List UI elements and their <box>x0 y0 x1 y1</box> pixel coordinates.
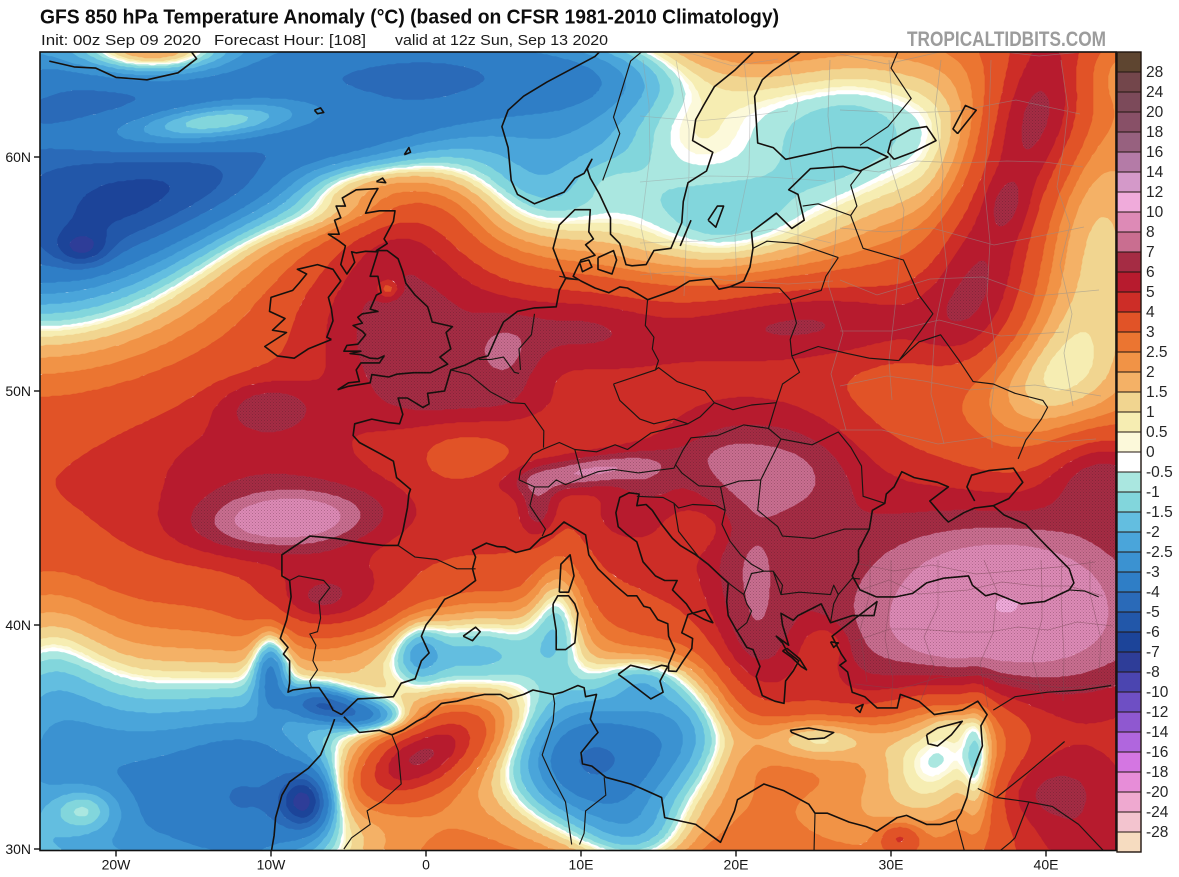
svg-text:TROPICALTIDBITS.COM: TROPICALTIDBITS.COM <box>907 28 1106 51</box>
svg-text:-1.5: -1.5 <box>1146 504 1173 521</box>
svg-text:-6: -6 <box>1146 624 1160 641</box>
svg-text:5: 5 <box>1146 284 1155 301</box>
svg-text:-2: -2 <box>1146 524 1160 541</box>
svg-text:0.5: 0.5 <box>1146 424 1168 441</box>
svg-text:-20: -20 <box>1146 784 1169 801</box>
svg-text:2: 2 <box>1146 364 1155 381</box>
svg-text:40E: 40E <box>1034 857 1059 873</box>
svg-text:50N: 50N <box>5 383 31 399</box>
svg-text:-7: -7 <box>1146 644 1160 661</box>
svg-text:-5: -5 <box>1146 604 1160 621</box>
svg-text:24: 24 <box>1146 84 1164 101</box>
svg-text:-28: -28 <box>1146 824 1168 841</box>
svg-text:-14: -14 <box>1146 724 1169 741</box>
svg-text:10E: 10E <box>569 857 594 873</box>
svg-text:Forecast Hour: [108]: Forecast Hour: [108] <box>214 32 366 49</box>
svg-text:-18: -18 <box>1146 764 1168 781</box>
svg-text:-16: -16 <box>1146 744 1168 761</box>
svg-text:-24: -24 <box>1146 804 1169 821</box>
svg-text:-2.5: -2.5 <box>1146 544 1173 561</box>
svg-text:-4: -4 <box>1146 584 1160 601</box>
svg-text:-3: -3 <box>1146 564 1160 581</box>
svg-text:0: 0 <box>422 857 430 873</box>
svg-text:28: 28 <box>1146 64 1163 81</box>
svg-text:1.5: 1.5 <box>1146 384 1168 401</box>
svg-text:30E: 30E <box>879 857 904 873</box>
svg-text:6: 6 <box>1146 264 1155 281</box>
svg-text:valid at 12z Sun, Sep 13 2020: valid at 12z Sun, Sep 13 2020 <box>395 32 608 49</box>
svg-text:60N: 60N <box>5 149 31 165</box>
svg-text:10W: 10W <box>257 857 287 873</box>
svg-text:0: 0 <box>1146 444 1155 461</box>
svg-text:20W: 20W <box>102 857 132 873</box>
svg-text:18: 18 <box>1146 124 1163 141</box>
svg-text:7: 7 <box>1146 244 1155 261</box>
svg-text:12: 12 <box>1146 184 1163 201</box>
svg-text:2.5: 2.5 <box>1146 344 1168 361</box>
svg-text:-10: -10 <box>1146 684 1169 701</box>
svg-text:16: 16 <box>1146 144 1163 161</box>
svg-text:14: 14 <box>1146 164 1164 181</box>
svg-text:1: 1 <box>1146 404 1155 421</box>
svg-text:3: 3 <box>1146 324 1155 341</box>
svg-text:30N: 30N <box>5 841 31 857</box>
svg-text:GFS 850 hPa Temperature Anomal: GFS 850 hPa Temperature Anomaly (°C) (ba… <box>40 7 779 29</box>
svg-text:-8: -8 <box>1146 664 1160 681</box>
svg-text:-0.5: -0.5 <box>1146 464 1173 481</box>
svg-text:20E: 20E <box>724 857 749 873</box>
svg-text:-12: -12 <box>1146 704 1168 721</box>
svg-text:40N: 40N <box>5 617 31 633</box>
svg-text:8: 8 <box>1146 224 1155 241</box>
svg-text:-1: -1 <box>1146 484 1160 501</box>
svg-text:Init: 00z Sep 09 2020: Init: 00z Sep 09 2020 <box>41 32 201 49</box>
svg-text:20: 20 <box>1146 104 1164 121</box>
svg-text:4: 4 <box>1146 304 1155 321</box>
svg-text:10: 10 <box>1146 204 1164 221</box>
